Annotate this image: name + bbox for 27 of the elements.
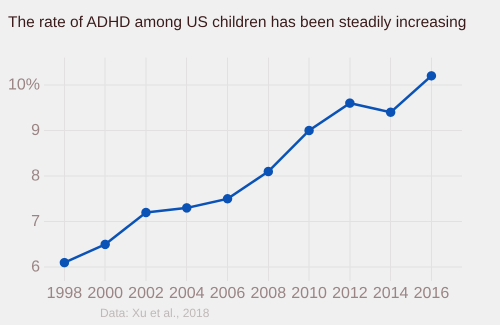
x-tick-label: 2006 <box>210 284 246 302</box>
x-tick-label: 2016 <box>414 284 450 302</box>
text: Data: Xu et al., 2018 <box>100 306 210 320</box>
point <box>264 166 274 176</box>
x-tick-label: 2002 <box>128 284 164 302</box>
chart-title: The rate of ADHD among US children has been steadily increasing <box>8 14 466 32</box>
point <box>222 194 232 204</box>
x-tick-label: 1998 <box>46 284 82 302</box>
x-tick-label: 2004 <box>168 284 205 302</box>
point <box>426 71 436 81</box>
x-tick-label: 2010 <box>291 284 327 302</box>
point <box>304 126 314 136</box>
point <box>141 208 151 218</box>
y-tick-label: 6 <box>31 258 40 276</box>
point <box>345 98 355 108</box>
x-tick-label: 2000 <box>87 284 124 302</box>
y-tick-label: 7 <box>31 212 40 230</box>
point <box>182 203 192 213</box>
y-tick-label: 10% <box>8 76 40 94</box>
y-tick-label: 9 <box>31 122 40 139</box>
point <box>60 258 70 268</box>
point <box>100 240 110 250</box>
point <box>386 108 396 118</box>
y-tick-label: 8 <box>31 167 40 184</box>
x-tick-label: 2008 <box>250 284 286 302</box>
x-tick-label: 2012 <box>332 284 368 302</box>
x-tick-label: 2014 <box>372 284 409 302</box>
